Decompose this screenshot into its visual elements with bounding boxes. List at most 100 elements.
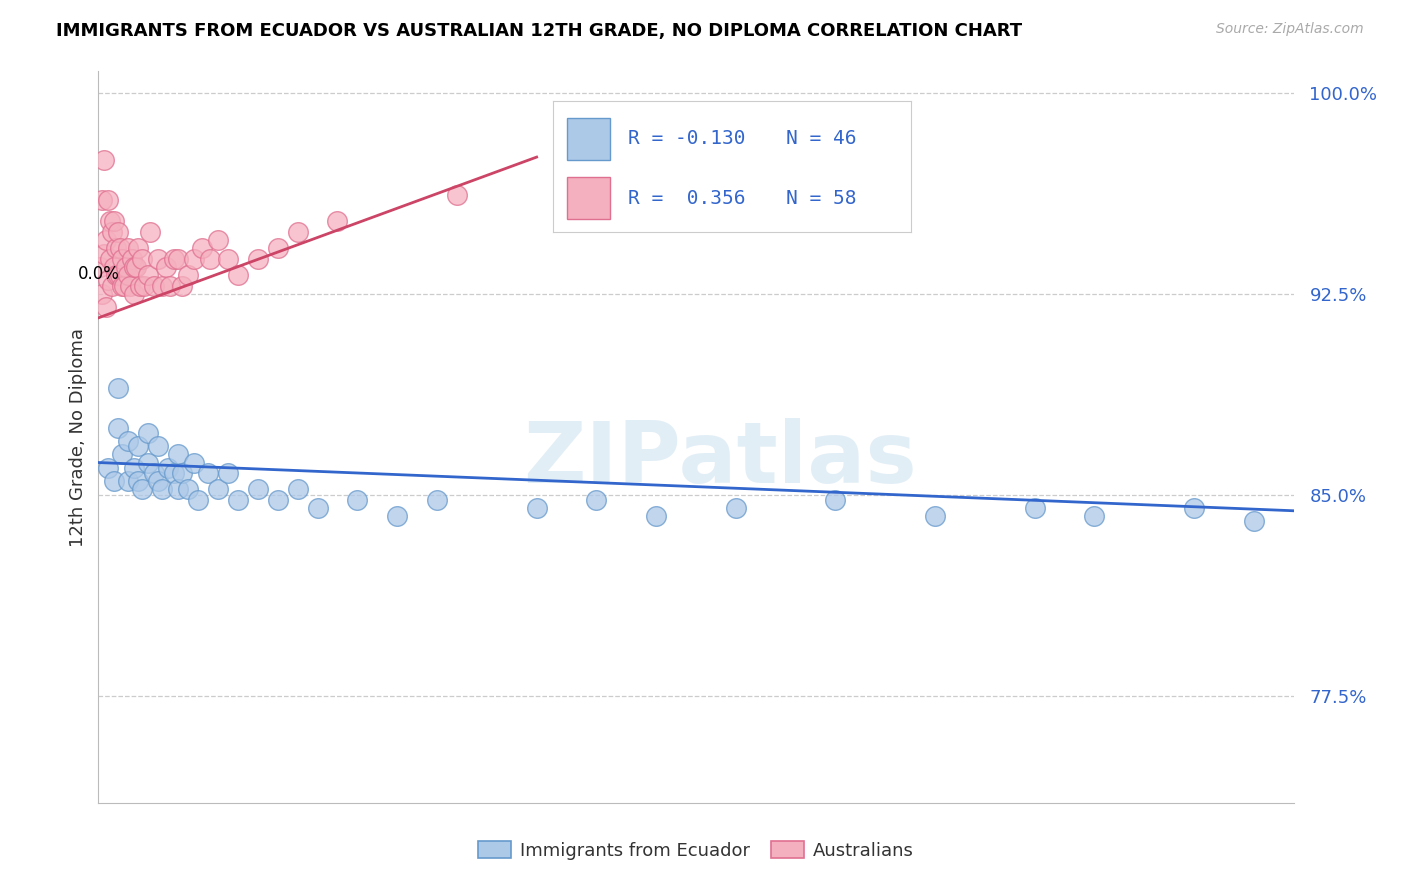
Point [101, 225, 124, 239]
Point [93, 246, 115, 260]
Point [226, 268, 249, 282]
Point [124, 461, 146, 475]
Text: 0.0%: 0.0% [77, 265, 120, 283]
Point [267, 241, 290, 255]
Point [346, 493, 368, 508]
Point [150, 278, 173, 293]
Point [183, 252, 205, 266]
Point [267, 493, 290, 508]
Point [526, 501, 548, 516]
Point [98, 252, 122, 266]
Point [177, 483, 200, 497]
Point [127, 475, 149, 489]
Point [155, 260, 177, 274]
Point [198, 252, 221, 266]
Point [197, 467, 219, 481]
Text: IMMIGRANTS FROM ECUADOR VS AUSTRALIAN 12TH GRADE, NO DIPLOMA CORRELATION CHART: IMMIGRANTS FROM ECUADOR VS AUSTRALIAN 12… [56, 22, 1022, 40]
Point [426, 493, 449, 508]
Point [112, 278, 135, 293]
Point [97, 273, 120, 287]
Point [226, 493, 249, 508]
Point [1243, 515, 1265, 529]
Point [124, 286, 146, 301]
Point [96, 233, 118, 247]
Point [177, 268, 200, 282]
Point [117, 268, 139, 282]
Point [124, 260, 146, 274]
Text: Source: ZipAtlas.com: Source: ZipAtlas.com [1216, 22, 1364, 37]
Point [172, 278, 194, 293]
Point [91, 193, 114, 207]
Point [117, 434, 139, 449]
Point [121, 252, 143, 266]
Point [105, 268, 128, 282]
Point [724, 501, 747, 516]
Point [107, 420, 129, 434]
Point [163, 252, 186, 266]
Point [143, 467, 166, 481]
Point [111, 278, 134, 293]
Point [89, 260, 111, 274]
Point [385, 509, 409, 524]
Point [287, 225, 309, 239]
Point [163, 467, 186, 481]
Point [585, 493, 607, 508]
Point [159, 278, 181, 293]
Point [131, 252, 153, 266]
Point [101, 278, 124, 293]
Point [129, 278, 152, 293]
Point [110, 268, 132, 282]
Point [111, 252, 134, 266]
Point [139, 225, 162, 239]
Point [148, 475, 170, 489]
Point [117, 241, 139, 255]
Point [107, 225, 129, 239]
Point [246, 252, 269, 266]
Point [157, 461, 180, 475]
Point [167, 252, 190, 266]
Point [96, 300, 118, 314]
Point [127, 440, 149, 454]
Point [1083, 509, 1105, 524]
Point [148, 252, 170, 266]
Point [645, 509, 668, 524]
Point [287, 483, 309, 497]
Point [103, 260, 125, 274]
Point [105, 241, 128, 255]
Point [136, 268, 159, 282]
Point [103, 475, 125, 489]
Point [120, 278, 142, 293]
Point [93, 153, 115, 167]
Point [127, 241, 149, 255]
Point [107, 268, 129, 282]
Point [167, 483, 190, 497]
Point [134, 278, 156, 293]
Point [246, 483, 269, 497]
Point [217, 467, 239, 481]
Point [191, 241, 214, 255]
Point [924, 509, 946, 524]
Point [207, 233, 229, 247]
Point [91, 286, 114, 301]
Point [326, 214, 349, 228]
Point [125, 260, 148, 274]
Point [172, 467, 194, 481]
Point [131, 483, 153, 497]
Point [207, 483, 229, 497]
Point [183, 456, 205, 470]
Point [97, 461, 120, 475]
Point [167, 448, 190, 462]
Y-axis label: 12th Grade, No Diploma: 12th Grade, No Diploma [69, 327, 87, 547]
Point [143, 278, 166, 293]
Point [111, 448, 134, 462]
Point [446, 187, 468, 202]
Point [136, 425, 159, 440]
Point [115, 260, 138, 274]
Point [824, 493, 846, 508]
Point [136, 456, 159, 470]
Point [1024, 501, 1046, 516]
Legend: Immigrants from Ecuador, Australians: Immigrants from Ecuador, Australians [471, 834, 921, 867]
Point [98, 214, 122, 228]
Point [217, 252, 239, 266]
Text: ZIPatlas: ZIPatlas [523, 417, 917, 500]
